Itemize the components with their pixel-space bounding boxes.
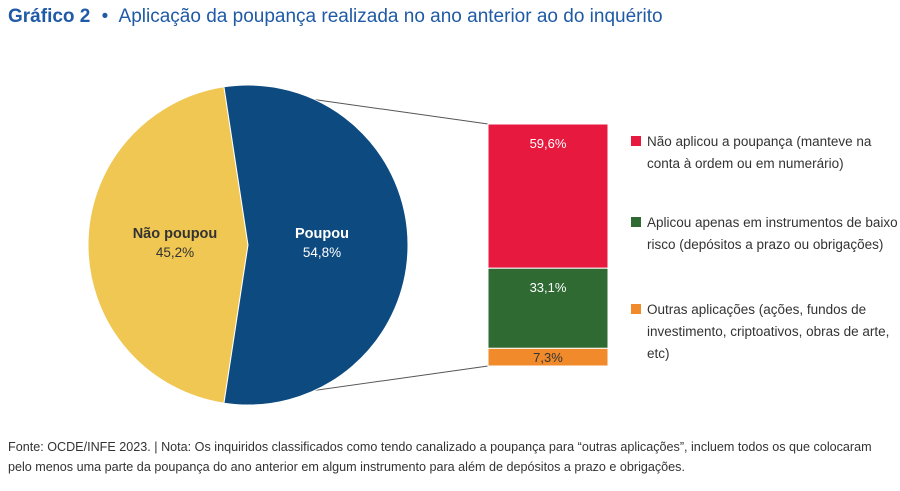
pie-value-nao-poupou: 45,2% bbox=[156, 245, 194, 260]
chart-title: Gráfico 2 • Aplicação da poupança realiz… bbox=[8, 6, 663, 28]
legend-text-3-2: investimento, criptoativos, obras de art… bbox=[647, 324, 889, 339]
pie-label-poupou: Poupou bbox=[295, 226, 349, 242]
legend-text-3-1: Outras aplicações (ações, fundos de bbox=[647, 302, 866, 317]
chart-footer: Fonte: OCDE/INFE 2023. | Nota: Os inquir… bbox=[8, 437, 892, 477]
pie-label-nao-poupou: Não poupou bbox=[133, 226, 218, 242]
legend-text-2-2: risco (depósitos a prazo ou obrigações) bbox=[647, 237, 883, 252]
legend-swatch-2 bbox=[631, 217, 641, 227]
title-separator: • bbox=[101, 6, 109, 27]
legend-text-2-1: Aplicou apenas em instrumentos de baixo bbox=[647, 215, 898, 230]
chart-title-text: Aplicação da poupança realizada no ano a… bbox=[118, 6, 663, 27]
source-note: Fonte: OCDE/INFE 2023. bbox=[8, 440, 151, 454]
pie-slice-poupou bbox=[223, 84, 409, 406]
chart-number: Gráfico 2 bbox=[8, 6, 91, 27]
bar-segment-3 bbox=[487, 347, 609, 367]
legend-text-3-3: etc) bbox=[647, 346, 670, 361]
bar-value-label-1: 59,6% bbox=[530, 136, 567, 151]
legend-swatch-1 bbox=[631, 136, 641, 146]
legend-text-1-2: conta à ordem ou em numerário) bbox=[647, 156, 844, 171]
bar-value-label-2: 33,1% bbox=[530, 280, 567, 295]
legend-swatch-3 bbox=[631, 304, 641, 314]
bar-value-label-3: 7,3% bbox=[533, 350, 563, 365]
bar-of-pie-chart: Não poupou 45,2% Poupou 54,8% 59,6% 33,1% 7,3… bbox=[87, 84, 898, 406]
bar-segment-1 bbox=[487, 123, 609, 269]
bar-segment-2 bbox=[487, 267, 609, 349]
legend-text-1-1: Não aplicou a poupança (manteve na bbox=[647, 134, 872, 149]
pie-slice-nao-poupou bbox=[87, 86, 249, 404]
footer-separator: | bbox=[154, 440, 158, 454]
pie-value-poupou: 54,8% bbox=[303, 245, 341, 260]
footnote: Nota: Os inquiridos classificados como t… bbox=[8, 440, 872, 474]
